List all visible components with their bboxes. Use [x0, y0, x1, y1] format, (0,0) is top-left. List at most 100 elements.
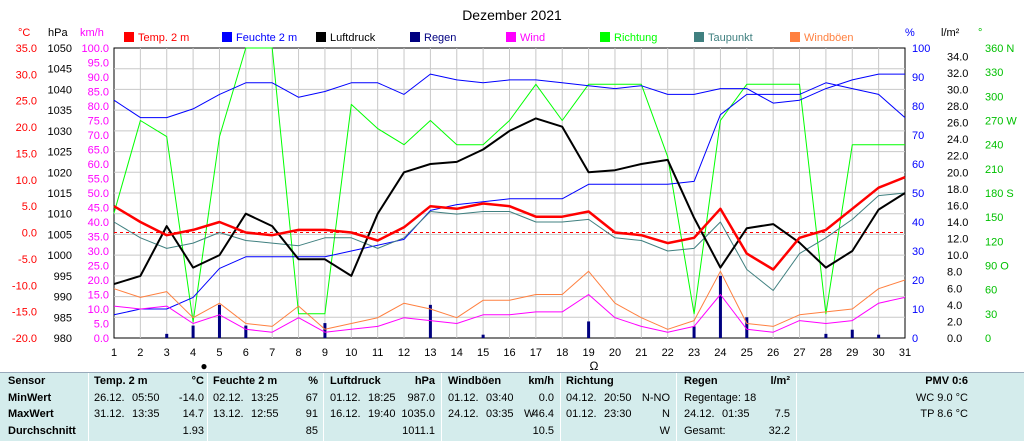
gust-max-time: 03:35	[486, 408, 514, 420]
pressure-tick-label: 1035	[48, 105, 72, 117]
row-labels-column: Sensor MinWert MaxWert Durchschnitt	[8, 373, 88, 442]
series-line	[113, 82, 906, 316]
direction-tick-label: 150	[985, 212, 1003, 224]
rain-max-date: 24.12.	[684, 408, 715, 420]
legend-swatch	[124, 32, 134, 42]
rain-max-value: 7.5	[774, 408, 790, 420]
hum-max-time: 12:55	[251, 408, 279, 420]
hum-min-date: 02.12.	[213, 391, 244, 404]
pressure-tick-label: 1040	[48, 84, 72, 96]
pressure-tick-label: 1025	[48, 147, 72, 159]
wind-tick-label: 35.0	[88, 232, 109, 244]
temp-max-date: 31.12.	[94, 408, 125, 420]
rain-tick-label: 28.0	[947, 101, 968, 113]
gust-max-value: 46.4	[532, 408, 554, 420]
press-unit: hPa	[414, 375, 435, 387]
gust-min-value: 0.0	[538, 391, 554, 404]
pressure-tick-label: 990	[54, 292, 72, 304]
rain-bar	[824, 333, 828, 338]
x-tick-label: 17	[530, 347, 542, 359]
rain-header: Regen	[684, 375, 718, 387]
humidity-tick-label: 70	[912, 130, 924, 142]
direction-column: Richtung 04.12. 20:50 N-NO 01.12. 23:30 N W	[566, 373, 670, 442]
series-line	[113, 192, 906, 291]
wind-tick-label: 25.0	[88, 261, 109, 273]
humidity-tick-label: 50	[912, 188, 924, 200]
temp-tick-label: -15.0	[12, 307, 37, 319]
pressure-tick-label: 995	[54, 271, 72, 283]
pmv-dewpoint: TP 8.6 °C	[920, 408, 968, 420]
humidity-tick-label: 90	[912, 72, 924, 84]
dir-avg-value: W	[659, 424, 670, 437]
legend-label: Feuchte 2 m	[236, 32, 297, 44]
max-label: MaxWert	[8, 408, 54, 420]
legend-swatch	[506, 32, 516, 42]
wind-tick-label: 60.0	[88, 159, 109, 171]
gust-header: Windböen	[448, 375, 502, 387]
dir-max-time: 23:30	[604, 408, 632, 420]
temp-tick-label: 10.0	[16, 175, 37, 187]
temp-min-time: 05:50	[132, 391, 160, 404]
rain-tick-label: 6.0	[947, 283, 962, 295]
rain-tick-label: 2.0	[947, 316, 962, 328]
humidity-tick-label: 40	[912, 217, 924, 229]
wind-tick-label: 65.0	[88, 145, 109, 157]
x-tick-label: 19	[582, 347, 594, 359]
rain-tick-label: 34.0	[947, 51, 968, 63]
rain-tick-label: 32.0	[947, 68, 968, 80]
hum-max-date: 13.12.	[213, 408, 244, 420]
direction-tick-label: 270 W	[985, 116, 1017, 128]
humidity-tick-label: 60	[912, 159, 924, 171]
temp-tick-label: 30.0	[16, 69, 37, 81]
wind-tick-label: 40.0	[88, 217, 109, 229]
direction-tick-label: 0	[985, 333, 991, 345]
x-tick-label: 7	[269, 347, 275, 359]
rain-bar	[877, 334, 881, 338]
rain-bar	[165, 333, 169, 338]
pressure-tick-label: 1050	[48, 43, 72, 55]
moon-marker-full: Ω	[590, 359, 599, 372]
wind-tick-label: 50.0	[88, 188, 109, 200]
press-max-time: 19:40	[368, 408, 396, 420]
humidity-unit-label: %	[905, 27, 915, 39]
legend-label: Luftdruck	[330, 32, 376, 44]
hum-unit: %	[308, 375, 318, 387]
rain-bar	[692, 326, 696, 338]
moon-marker-new: ●	[200, 359, 207, 372]
hum-min-value: 67	[305, 391, 318, 404]
rain-tick-label: 12.0	[947, 234, 968, 246]
x-tick-label: 10	[345, 347, 357, 359]
humidity-tick-label: 20	[912, 275, 924, 287]
rain-total-label: Gesamt:	[684, 424, 726, 437]
legend-label: Regen	[424, 32, 456, 44]
wind-tick-label: 70.0	[88, 130, 109, 142]
rain-bar	[481, 334, 485, 338]
series-line	[113, 294, 906, 333]
x-tick-label: 2	[137, 347, 143, 359]
x-tick-label: 11	[372, 347, 383, 359]
rain-unit-label: l/m²	[941, 27, 960, 39]
pressure-column: Luftdruck hPa 01.12. 18:25 987.0 16.12. 19:4…	[330, 373, 435, 442]
wind-unit-label: km/h	[80, 27, 104, 39]
x-tick-label: 27	[793, 347, 805, 359]
legend-label: Windböen	[804, 32, 854, 44]
wind-tick-label: 5.0	[94, 319, 109, 331]
x-tick-label: 1	[111, 347, 117, 359]
temp-tick-label: 35.0	[16, 43, 37, 55]
rain-tick-label: 18.0	[947, 184, 968, 196]
x-tick-label: 6	[243, 347, 249, 359]
gust-min-time: 03:40	[486, 391, 514, 404]
direction-tick-label: 90 O	[985, 261, 1009, 273]
pressure-tick-label: 980	[54, 333, 72, 345]
legend-swatch	[316, 32, 326, 42]
pressure-tick-label: 985	[54, 312, 72, 324]
temperature-column: Temp. 2 m °C 26.12. 05:50 -14.0 31.12. 13:35…	[94, 373, 204, 442]
rain-bar	[428, 304, 432, 338]
rain-bar	[191, 325, 195, 338]
x-tick-label: 3	[164, 347, 170, 359]
pmv-header: PMV 0:6	[925, 375, 968, 387]
legend-label: Wind	[520, 32, 545, 44]
press-max-value: 1035.0	[401, 408, 435, 420]
pressure-tick-label: 1015	[48, 188, 72, 200]
temp-min-date: 26.12.	[94, 391, 125, 404]
